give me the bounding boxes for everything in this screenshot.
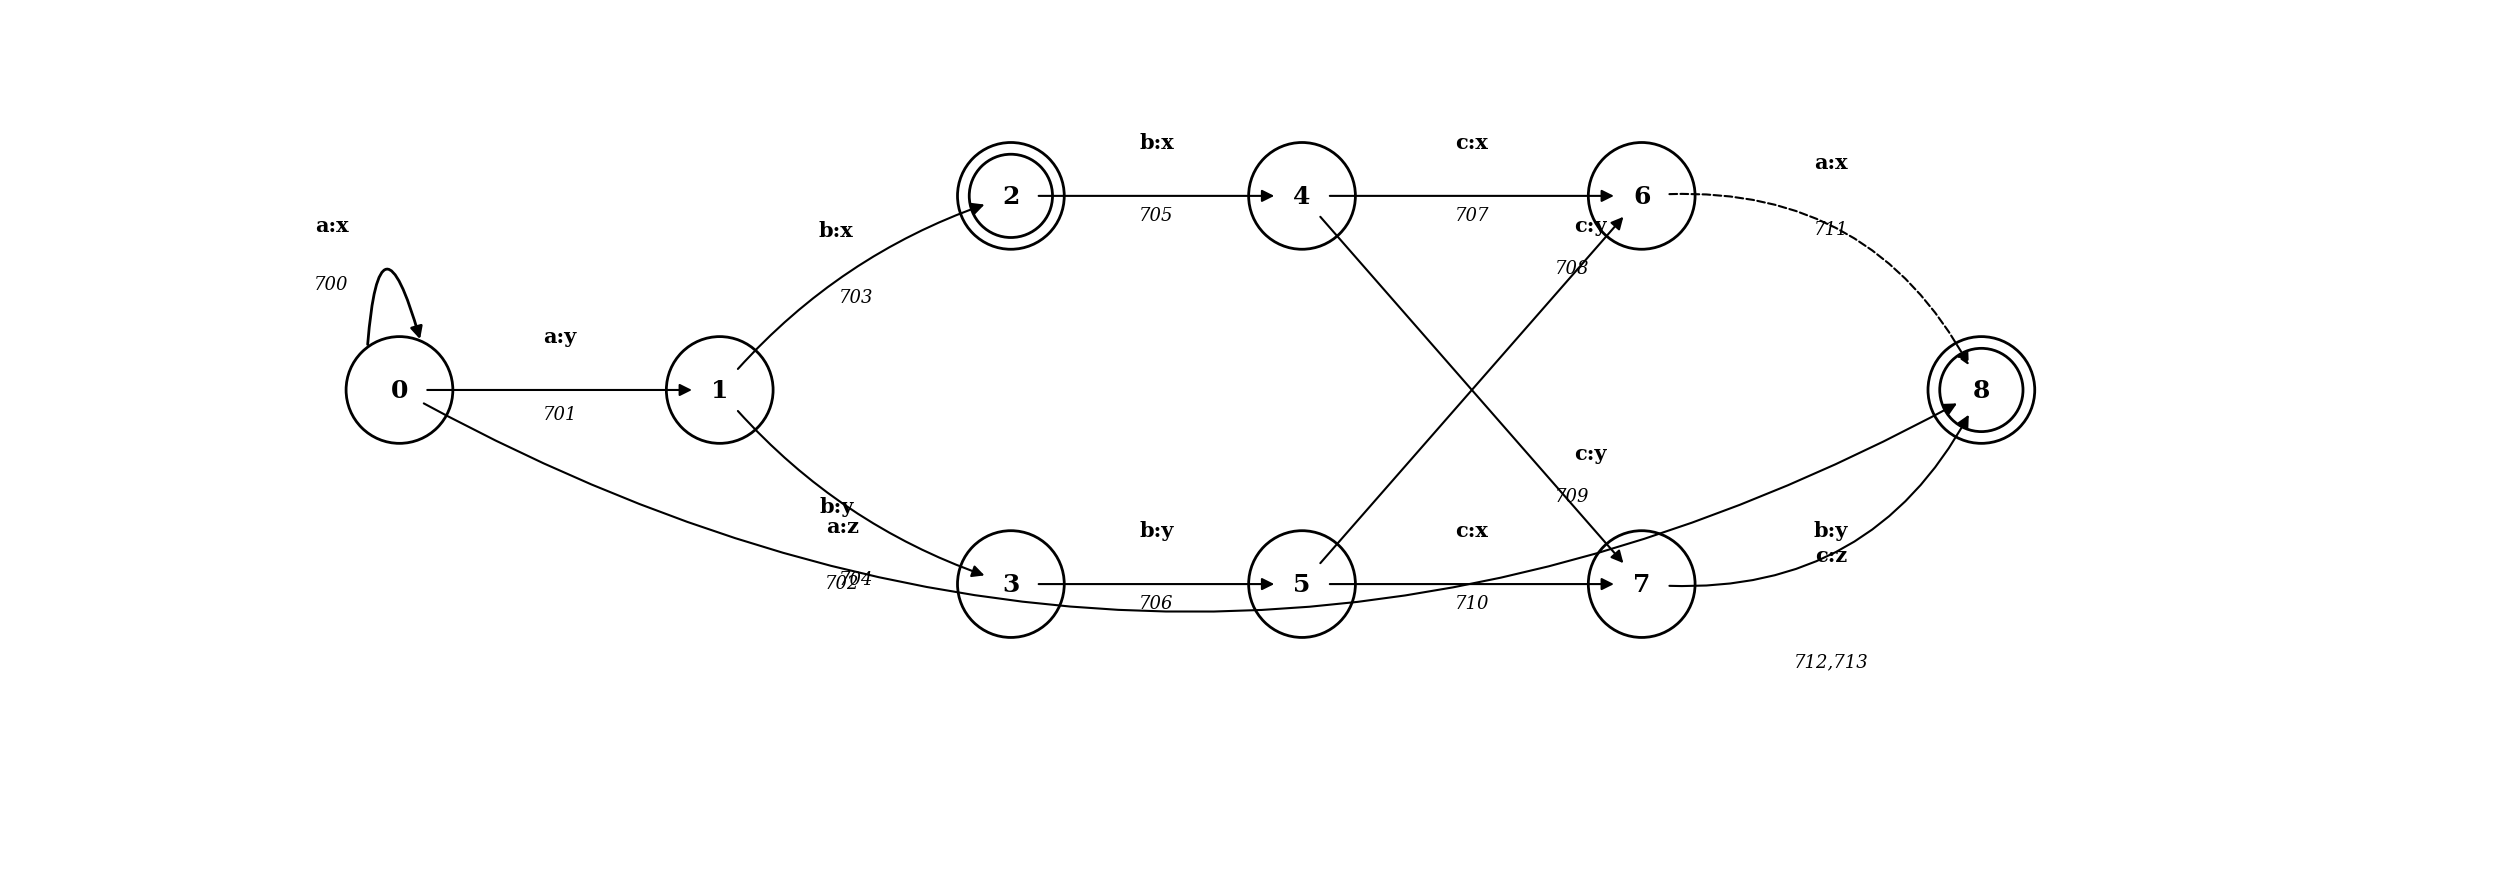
Circle shape (1589, 531, 1695, 637)
Text: a:y: a:y (544, 327, 577, 347)
Text: 707: 707 (1454, 206, 1489, 224)
Text: 710: 710 (1454, 594, 1489, 612)
Text: a:x: a:x (1815, 153, 1848, 172)
Circle shape (958, 531, 1065, 637)
Text: b:y: b:y (1138, 521, 1173, 541)
Circle shape (1248, 531, 1356, 637)
Text: c:x: c:x (1457, 521, 1489, 541)
Text: a:x: a:x (316, 215, 348, 235)
Circle shape (667, 337, 772, 444)
Text: 700: 700 (313, 276, 348, 293)
Text: 2: 2 (1003, 184, 1020, 209)
Circle shape (1589, 143, 1695, 250)
Text: b:y
c:z: b:y c:z (1813, 521, 1848, 565)
Text: 1: 1 (712, 378, 730, 402)
Text: 6: 6 (1632, 184, 1650, 209)
Text: 3: 3 (1003, 572, 1020, 596)
Text: c:x: c:x (1457, 133, 1489, 153)
Text: 0: 0 (391, 378, 409, 402)
Text: 706: 706 (1138, 594, 1173, 612)
Text: 7: 7 (1632, 572, 1650, 596)
Circle shape (1928, 337, 2036, 444)
Text: 4: 4 (1294, 184, 1311, 209)
Text: 712,713: 712,713 (1793, 652, 1868, 670)
Circle shape (1248, 143, 1356, 250)
Text: 701: 701 (542, 405, 577, 423)
Text: 704: 704 (837, 570, 872, 588)
Text: 8: 8 (1973, 378, 1991, 402)
Text: a:z: a:z (825, 516, 860, 536)
Circle shape (346, 337, 454, 444)
Text: b:x: b:x (820, 220, 852, 241)
Text: 5: 5 (1294, 572, 1311, 596)
Text: 709: 709 (1554, 487, 1589, 506)
Text: c:y: c:y (1574, 444, 1607, 464)
Text: 703: 703 (837, 289, 872, 306)
Text: 711: 711 (1813, 221, 1848, 239)
Text: 702: 702 (825, 575, 860, 593)
Text: 705: 705 (1138, 206, 1173, 224)
Text: 708: 708 (1554, 260, 1589, 277)
Text: b:y: b:y (820, 497, 852, 516)
Text: b:x: b:x (1138, 133, 1173, 153)
FancyArrowPatch shape (369, 270, 421, 345)
Text: c:y: c:y (1574, 216, 1607, 236)
Circle shape (958, 143, 1065, 250)
